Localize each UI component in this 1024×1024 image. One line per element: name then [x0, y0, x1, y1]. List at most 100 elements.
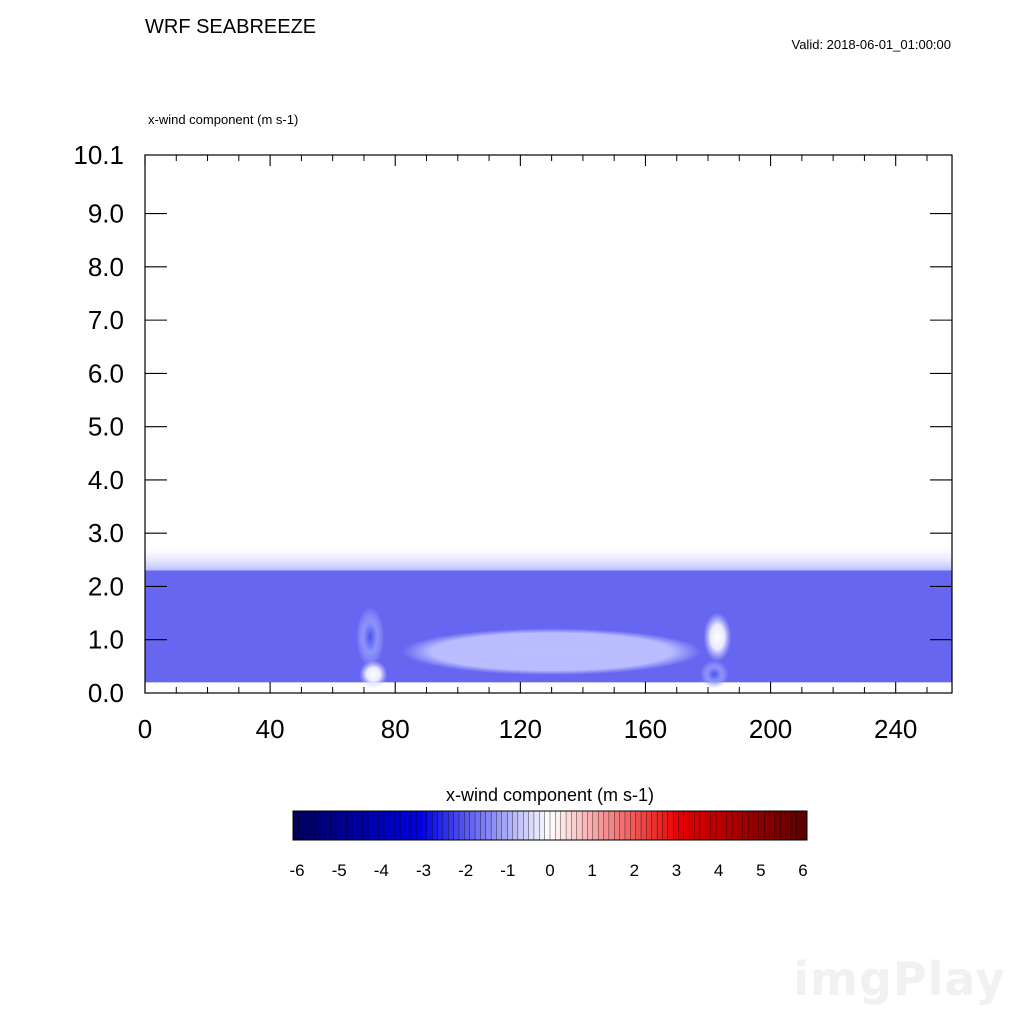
colorbar-tick-label: -5 — [332, 861, 347, 880]
colorbar-swatch — [539, 810, 546, 841]
colorbar-swatch — [780, 810, 787, 841]
colorbar-swatch — [656, 810, 663, 841]
colorbar-swatch — [485, 810, 492, 841]
colorbar-swatch — [501, 810, 508, 841]
colorbar-swatch — [758, 810, 765, 841]
colorbar-swatch — [662, 810, 669, 841]
colorbar-swatch — [469, 810, 476, 841]
colorbar-swatch — [614, 810, 621, 841]
colorbar-swatch — [640, 810, 647, 841]
colorbar-swatch — [442, 810, 449, 841]
colorbar-swatch — [651, 810, 658, 841]
colorbar-tick-label: 3 — [672, 861, 681, 880]
colorbar-swatch — [517, 810, 524, 841]
x-tick-label: 160 — [624, 714, 667, 744]
colorbar-swatch — [351, 810, 358, 841]
colorbar-swatch — [571, 810, 578, 841]
colorbar-swatch — [367, 810, 374, 841]
colorbar-title: x-wind component (m s-1) — [445, 785, 655, 805]
y-tick-label: 1.0 — [88, 625, 124, 655]
colorbar-swatch — [474, 810, 481, 841]
colorbar-swatch — [362, 810, 369, 841]
colorbar-swatch — [576, 810, 583, 841]
colorbar-frame — [292, 810, 808, 841]
colorbar-swatch — [731, 810, 738, 841]
colorbar-swatch — [335, 810, 342, 841]
colorbar-swatch — [683, 810, 690, 841]
y-tick-label: 3.0 — [88, 518, 124, 548]
colorbar-swatch — [619, 810, 626, 841]
colorbar-swatch — [357, 810, 364, 841]
y-tick-label: 4.0 — [88, 465, 124, 495]
colorbar-swatch — [587, 810, 594, 841]
colorbar-tick-label: 5 — [756, 861, 765, 880]
colorbar-swatch — [490, 810, 497, 841]
colorbar-swatch — [410, 810, 417, 841]
colorbar-swatch — [453, 810, 460, 841]
colorbar-swatch — [672, 810, 679, 841]
colorbar-swatch — [298, 810, 305, 841]
colorbar-swatch — [560, 810, 567, 841]
colorbar-tick-label: -4 — [374, 861, 389, 880]
wind-feature-0 — [356, 607, 385, 668]
colorbar-swatch — [774, 810, 781, 841]
colorbar-swatch — [389, 810, 396, 841]
colorbar-tick-label: -2 — [458, 861, 473, 880]
colorbar-swatch — [458, 810, 465, 841]
colorbar-swatch — [415, 810, 422, 841]
colorbar-swatch — [324, 810, 331, 841]
colorbar-swatch — [592, 810, 599, 841]
colorbar-tick-label: -3 — [416, 861, 431, 880]
y-tick-label: 6.0 — [88, 358, 124, 388]
colorbar-swatch — [421, 810, 428, 841]
field-label: x-wind component (m s-1) — [148, 112, 299, 127]
colorbar-swatch — [608, 810, 615, 841]
colorbar-swatch — [646, 810, 653, 841]
valid-time: Valid: 2018-06-01_01:00:00 — [791, 37, 952, 52]
colorbar-swatch — [710, 810, 717, 841]
x-tick-label: 240 — [874, 714, 917, 744]
colorbar-tick-label: 6 — [798, 861, 807, 880]
colorbar-swatch — [598, 810, 605, 841]
colorbar-swatch — [747, 810, 754, 841]
colorbar-swatch — [785, 810, 792, 841]
colorbar-swatch — [480, 810, 487, 841]
y-tick-label: 2.0 — [88, 571, 124, 601]
colorbar-swatch — [753, 810, 760, 841]
colorbar-swatch — [341, 810, 348, 841]
colorbar-tick-label: 1 — [587, 861, 596, 880]
colorbar-swatch — [624, 810, 631, 841]
colorbar-swatch — [496, 810, 503, 841]
colorbar-swatch — [715, 810, 722, 841]
wind-feature-4 — [700, 660, 729, 689]
colorbar-swatch — [555, 810, 562, 841]
colorbar-swatch — [721, 810, 728, 841]
colorbar-swatch — [544, 810, 551, 841]
colorbar-swatch — [678, 810, 685, 841]
colorbar-swatch — [801, 810, 808, 841]
colorbar-swatch — [346, 810, 353, 841]
colorbar-swatch — [399, 810, 406, 841]
colorbar-swatch — [737, 810, 744, 841]
colorbar-tick-label: -1 — [500, 861, 515, 880]
y-tick-label: 0.0 — [88, 678, 124, 708]
x-tick-label: 40 — [256, 714, 285, 744]
colorbar-swatch — [330, 810, 337, 841]
colorbar-swatch — [383, 810, 390, 841]
colorbar-swatch — [523, 810, 530, 841]
colorbar-swatch — [581, 810, 588, 841]
colorbar-swatch — [292, 810, 299, 841]
colorbar-swatch — [319, 810, 326, 841]
colorbar-swatch — [565, 810, 572, 841]
colorbar-swatch — [303, 810, 310, 841]
colorbar-swatch — [790, 810, 797, 841]
wind-feature-2 — [401, 628, 702, 676]
wind-feature-3 — [703, 612, 732, 662]
colorbar-swatch — [512, 810, 519, 841]
colorbar-swatch — [405, 810, 412, 841]
x-tick-label: 0 — [138, 714, 152, 744]
colorbar-swatch — [528, 810, 535, 841]
y-tick-label: 9.0 — [88, 199, 124, 229]
colorbar-swatch — [769, 810, 776, 841]
colorbar-swatch — [630, 810, 637, 841]
